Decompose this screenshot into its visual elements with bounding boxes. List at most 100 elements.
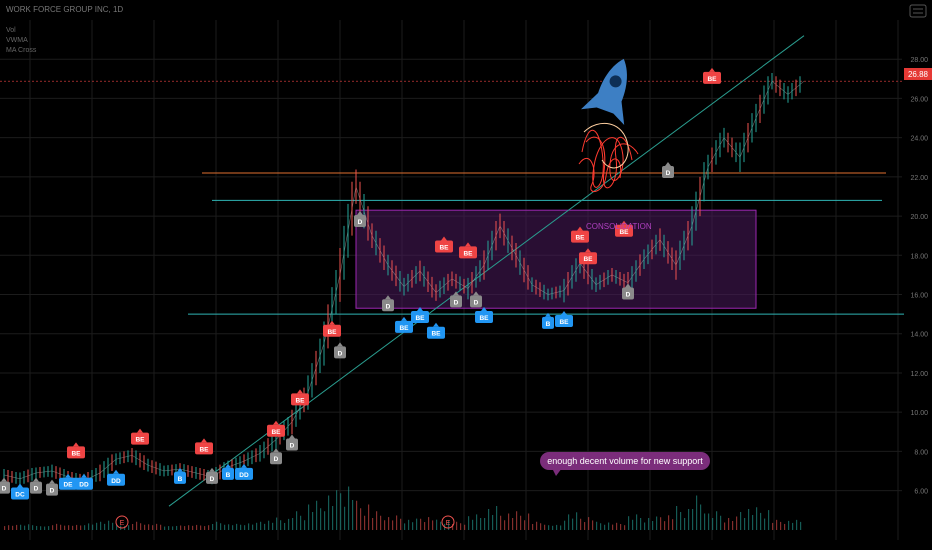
earnings-marker[interactable]: E — [115, 515, 129, 529]
signal-marker: BE — [555, 310, 573, 327]
volume-bar — [284, 522, 286, 530]
rocket-flame — [578, 123, 639, 192]
volume-bar — [52, 525, 54, 530]
volume-bar — [44, 526, 46, 530]
volume-bar — [528, 513, 530, 530]
volume-bar — [308, 504, 310, 530]
volume-bar — [560, 525, 562, 530]
info-line-vwma: VWMA — [6, 37, 28, 44]
signal-pointer — [561, 310, 567, 315]
volume-bar — [568, 514, 570, 530]
volume-bar — [676, 506, 678, 530]
volume-bar — [452, 524, 454, 530]
signal-label: D — [666, 170, 671, 177]
volume-bar — [348, 486, 350, 530]
signal-marker: D — [0, 477, 10, 494]
volume-bar — [688, 509, 690, 530]
signal-label: D — [386, 303, 391, 310]
signal-pointer — [453, 291, 459, 296]
volume-bar — [500, 515, 502, 530]
volume-bar — [416, 518, 418, 530]
signal-label: D — [34, 486, 39, 493]
volume-bar — [136, 521, 138, 530]
signal-pointer — [357, 210, 363, 215]
signal-marker: BE — [435, 236, 453, 253]
signal-badge — [662, 165, 674, 178]
signal-label: BE — [583, 256, 593, 263]
volume-bar — [316, 500, 318, 530]
signal-label: D — [338, 350, 343, 357]
signal-label: BE — [619, 229, 629, 236]
chart-title: WORK FORCE GROUP INC, 1D — [6, 5, 123, 14]
volume-bar — [140, 523, 142, 530]
volume-bar — [200, 525, 202, 530]
volume-bar — [464, 524, 466, 530]
signal-badge — [291, 393, 309, 406]
signal-marker: D — [450, 291, 462, 308]
signal-pointer — [329, 320, 335, 325]
volume-bar — [624, 525, 626, 530]
volume-bar — [636, 514, 638, 530]
volume-bar — [796, 519, 798, 530]
y-tick-label: 10.00 — [910, 410, 928, 417]
volume-bar — [264, 523, 266, 530]
volume-bar — [24, 525, 26, 530]
signal-marker: DD — [235, 463, 253, 480]
volume-bar — [128, 525, 130, 530]
volume-bar — [700, 504, 702, 530]
signal-marker: D — [382, 295, 394, 312]
signal-label: BE — [295, 397, 305, 404]
signal-badge — [131, 432, 149, 445]
signal-badge — [286, 438, 298, 451]
volume-bar — [20, 524, 22, 530]
signal-pointer — [585, 248, 591, 253]
signal-pointer — [225, 463, 231, 468]
volume-bar — [552, 525, 554, 530]
earnings-marker[interactable]: E — [441, 515, 455, 529]
volume-bar — [356, 500, 358, 530]
volume-bar — [196, 524, 198, 530]
svg-text:E: E — [120, 520, 125, 527]
volume-bar — [288, 518, 290, 530]
volume-bar — [132, 524, 134, 530]
volume-bar — [564, 520, 566, 530]
signal-badge — [615, 224, 633, 237]
volume-bar — [252, 524, 254, 530]
signal-badge — [59, 477, 77, 490]
volume-bar — [440, 521, 442, 530]
volume-bar — [768, 510, 770, 530]
settings-icon[interactable] — [909, 4, 927, 18]
volume-bar — [724, 522, 726, 530]
volume-bar — [524, 520, 526, 530]
signal-label: BE — [431, 331, 441, 338]
volume-bar — [652, 521, 654, 530]
volume-bar — [580, 518, 582, 530]
signal-badge — [459, 246, 477, 259]
volume-bar — [48, 526, 50, 530]
signal-badge — [435, 240, 453, 253]
volume-bar — [16, 524, 18, 530]
volume-bar — [400, 518, 402, 530]
signal-pointer — [401, 316, 407, 321]
y-tick-label: 22.00 — [910, 175, 928, 182]
volume-note[interactable]: enough decent volume for new support — [540, 452, 710, 476]
volume-bar — [60, 524, 62, 530]
y-tick-label: 16.00 — [910, 293, 928, 300]
volume-bar — [428, 517, 430, 530]
signal-badge — [571, 230, 589, 243]
volume-bar — [248, 523, 250, 530]
volume-bar — [224, 524, 226, 530]
signal-label: BE — [327, 329, 337, 336]
signal-pointer — [289, 434, 295, 439]
volume-bar — [604, 524, 606, 530]
volume-bar — [432, 520, 434, 530]
volume-bar — [780, 521, 782, 530]
signal-label: BE — [479, 315, 489, 322]
svg-text:26.88: 26.88 — [908, 70, 929, 79]
signal-badge — [450, 295, 462, 308]
volume-bar — [744, 518, 746, 530]
volume-bar — [228, 524, 230, 530]
signal-pointer — [81, 473, 87, 478]
